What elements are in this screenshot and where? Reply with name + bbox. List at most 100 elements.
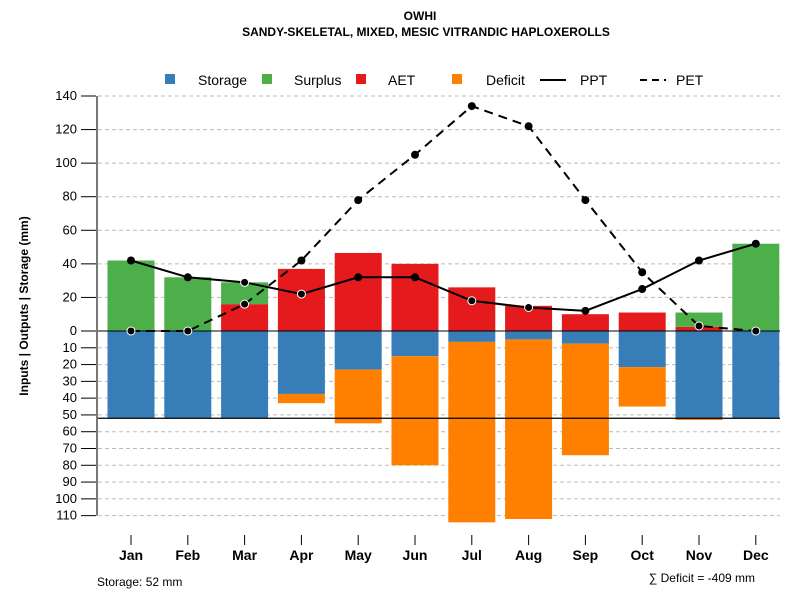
storage-bar xyxy=(164,331,212,419)
storage-note: Storage: 52 mm xyxy=(97,575,182,589)
y-axis: 0204060801001201401020304050607080901001… xyxy=(55,88,98,523)
deficit-bar xyxy=(505,339,553,519)
y-tick-label: 100 xyxy=(55,155,77,170)
storage-bar xyxy=(561,331,609,344)
aet-bar xyxy=(561,314,609,331)
x-tick-label: Oct xyxy=(631,547,655,563)
legend-label: Deficit xyxy=(486,72,525,88)
x-tick-label: May xyxy=(345,547,372,563)
pet-point xyxy=(411,150,419,159)
x-tick-label: Jan xyxy=(119,547,143,563)
legend-swatch xyxy=(165,74,175,84)
storage-bar xyxy=(107,331,155,419)
storage-bar xyxy=(618,331,666,368)
storage-bar xyxy=(334,331,382,370)
pet-point xyxy=(354,196,363,205)
ppt-point xyxy=(127,256,135,265)
pet-point xyxy=(297,256,306,265)
ppt-point xyxy=(581,306,590,315)
pet-point xyxy=(240,299,250,309)
ppt-point xyxy=(695,256,703,265)
y-tick-label: 70 xyxy=(63,441,77,456)
ppt-point xyxy=(524,303,534,312)
y-tick-label: 10 xyxy=(63,340,77,355)
storage-bar xyxy=(675,331,723,419)
gridlines xyxy=(98,95,780,517)
x-tick-label: Jun xyxy=(403,547,428,563)
deficit-bar xyxy=(561,343,609,456)
ppt-point xyxy=(411,273,419,282)
y-tick-label: 30 xyxy=(63,373,77,388)
deficit-bar xyxy=(675,418,723,420)
pet-point xyxy=(751,326,761,336)
aet-bar xyxy=(334,252,382,331)
y-tick-label: 80 xyxy=(63,457,77,472)
y-tick-label: 50 xyxy=(63,407,77,422)
ppt-point xyxy=(638,285,647,294)
deficit-bar xyxy=(334,369,382,424)
storage-bar xyxy=(732,331,780,419)
legend-label: PET xyxy=(676,72,704,88)
bars xyxy=(97,243,780,523)
surplus-bar xyxy=(732,243,780,331)
pet-point xyxy=(638,268,647,277)
pet-point xyxy=(581,196,590,205)
x-tick-label: Apr xyxy=(289,547,314,563)
x-tick-label: Aug xyxy=(515,547,542,563)
y-tick-label: 20 xyxy=(63,289,77,304)
surplus-bar xyxy=(164,277,212,331)
y-tick-label: 80 xyxy=(63,189,77,204)
legend: Storage Surplus AET Deficit PPT PET xyxy=(165,72,704,88)
pet-point xyxy=(524,122,533,131)
ppt-point xyxy=(751,239,760,248)
legend-label: Surplus xyxy=(294,72,341,88)
chart-title: OWHI xyxy=(404,9,437,23)
deficit-bar xyxy=(618,367,666,407)
storage-bar xyxy=(448,331,496,342)
legend-label: AET xyxy=(388,72,416,88)
x-tick-label: Jul xyxy=(462,547,482,563)
aet-bar xyxy=(618,312,666,331)
pet-point xyxy=(183,326,193,336)
pet-point xyxy=(694,321,704,331)
deficit-bar xyxy=(277,393,325,404)
deficit-sum-note: ∑ Deficit = -409 mm xyxy=(649,571,755,585)
y-tick-label: 0 xyxy=(70,323,77,338)
pet-point xyxy=(126,326,136,336)
x-axis: Jan Feb Mar Apr May Jun Jul Aug Sep Oct Nov Dec xyxy=(119,535,769,563)
y-tick-label: 120 xyxy=(55,122,77,137)
x-tick-label: Sep xyxy=(573,547,599,563)
y-tick-label: 140 xyxy=(55,88,77,103)
aet-bar xyxy=(277,268,325,331)
ppt-point xyxy=(296,289,306,299)
deficit-bar xyxy=(391,356,439,466)
surplus-bar xyxy=(107,260,155,331)
chart-subtitle: SANDY-SKELETAL, MIXED, MESIC VITRANDIC H… xyxy=(242,25,610,39)
x-tick-label: Mar xyxy=(232,547,257,563)
x-tick-label: Nov xyxy=(686,547,713,563)
legend-swatch xyxy=(452,74,462,84)
deficit-bar xyxy=(448,341,496,523)
surplus-bar xyxy=(675,312,723,327)
pet-line xyxy=(131,104,756,332)
ppt-line xyxy=(130,242,757,312)
y-tick-label: 100 xyxy=(55,491,77,506)
y-tick-label: 90 xyxy=(63,474,77,489)
legend-label: Storage xyxy=(198,72,247,88)
x-tick-label: Dec xyxy=(743,547,769,563)
y-tick-label: 20 xyxy=(63,357,77,372)
x-tick-label: Feb xyxy=(175,547,200,563)
ppt-point xyxy=(240,277,250,287)
ppt-point xyxy=(467,296,477,306)
y-tick-label: 60 xyxy=(63,222,77,237)
pet-point xyxy=(467,102,476,111)
ppt-point xyxy=(183,273,192,282)
storage-bar xyxy=(505,331,553,340)
legend-swatch xyxy=(262,74,272,84)
y-axis-title: Inputs | Outputs | Storage (mm) xyxy=(17,216,31,395)
y-tick-label: 40 xyxy=(63,256,77,271)
storage-bar xyxy=(277,331,325,394)
ppt-point xyxy=(354,273,363,282)
storage-bar xyxy=(391,331,439,357)
surplus-bar xyxy=(221,282,269,305)
